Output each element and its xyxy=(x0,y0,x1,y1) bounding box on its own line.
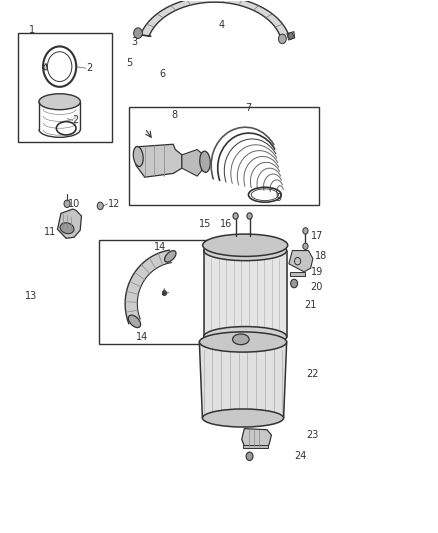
Text: 5: 5 xyxy=(127,59,133,68)
Ellipse shape xyxy=(165,251,176,262)
Polygon shape xyxy=(290,272,305,276)
Ellipse shape xyxy=(203,234,288,256)
Polygon shape xyxy=(242,429,272,448)
Polygon shape xyxy=(141,0,289,36)
Text: 11: 11 xyxy=(44,227,57,237)
Ellipse shape xyxy=(60,223,74,233)
Polygon shape xyxy=(125,250,171,324)
Text: 23: 23 xyxy=(306,430,319,440)
Ellipse shape xyxy=(233,334,249,345)
Ellipse shape xyxy=(133,147,143,166)
Text: 6: 6 xyxy=(159,69,165,79)
Bar xyxy=(130,107,319,205)
Polygon shape xyxy=(199,342,287,418)
Text: 7: 7 xyxy=(245,103,251,113)
Text: 15: 15 xyxy=(199,219,212,229)
Polygon shape xyxy=(182,150,204,176)
Text: 2: 2 xyxy=(86,63,92,73)
Ellipse shape xyxy=(128,315,141,328)
Bar xyxy=(99,240,226,344)
Text: 12: 12 xyxy=(108,199,120,209)
Ellipse shape xyxy=(199,332,287,352)
Text: 18: 18 xyxy=(315,251,327,261)
Text: 20: 20 xyxy=(311,282,323,292)
Text: 9: 9 xyxy=(276,193,282,204)
Ellipse shape xyxy=(202,409,284,427)
Text: 3: 3 xyxy=(132,37,138,46)
Polygon shape xyxy=(204,251,287,337)
Circle shape xyxy=(134,28,142,38)
Ellipse shape xyxy=(204,240,287,261)
Circle shape xyxy=(247,213,252,219)
Circle shape xyxy=(290,279,297,288)
Circle shape xyxy=(233,213,238,219)
Polygon shape xyxy=(243,445,268,448)
Polygon shape xyxy=(289,251,313,272)
Text: 19: 19 xyxy=(311,267,323,277)
Circle shape xyxy=(303,228,308,234)
Polygon shape xyxy=(43,63,47,70)
Ellipse shape xyxy=(204,327,287,347)
Circle shape xyxy=(288,33,293,39)
Text: 22: 22 xyxy=(306,369,319,379)
Polygon shape xyxy=(138,35,151,36)
Text: 10: 10 xyxy=(68,199,81,209)
Text: 24: 24 xyxy=(294,451,307,461)
Polygon shape xyxy=(57,209,81,238)
Polygon shape xyxy=(136,144,182,177)
Circle shape xyxy=(246,452,253,461)
Text: 2: 2 xyxy=(73,115,79,125)
Text: 21: 21 xyxy=(304,300,317,310)
Text: 1: 1 xyxy=(29,25,35,35)
Text: 17: 17 xyxy=(311,231,323,241)
Bar xyxy=(18,33,112,142)
Text: 4: 4 xyxy=(219,20,225,30)
Ellipse shape xyxy=(200,151,210,172)
Circle shape xyxy=(162,290,166,296)
Text: 16: 16 xyxy=(220,219,232,229)
Circle shape xyxy=(303,243,308,249)
Polygon shape xyxy=(287,31,295,40)
Circle shape xyxy=(64,200,70,207)
Text: 13: 13 xyxy=(25,290,37,301)
Text: 14: 14 xyxy=(153,242,166,252)
Circle shape xyxy=(279,34,286,44)
Circle shape xyxy=(97,202,103,209)
Text: 8: 8 xyxy=(171,110,177,120)
Text: 14: 14 xyxy=(136,332,148,342)
Ellipse shape xyxy=(39,94,81,110)
